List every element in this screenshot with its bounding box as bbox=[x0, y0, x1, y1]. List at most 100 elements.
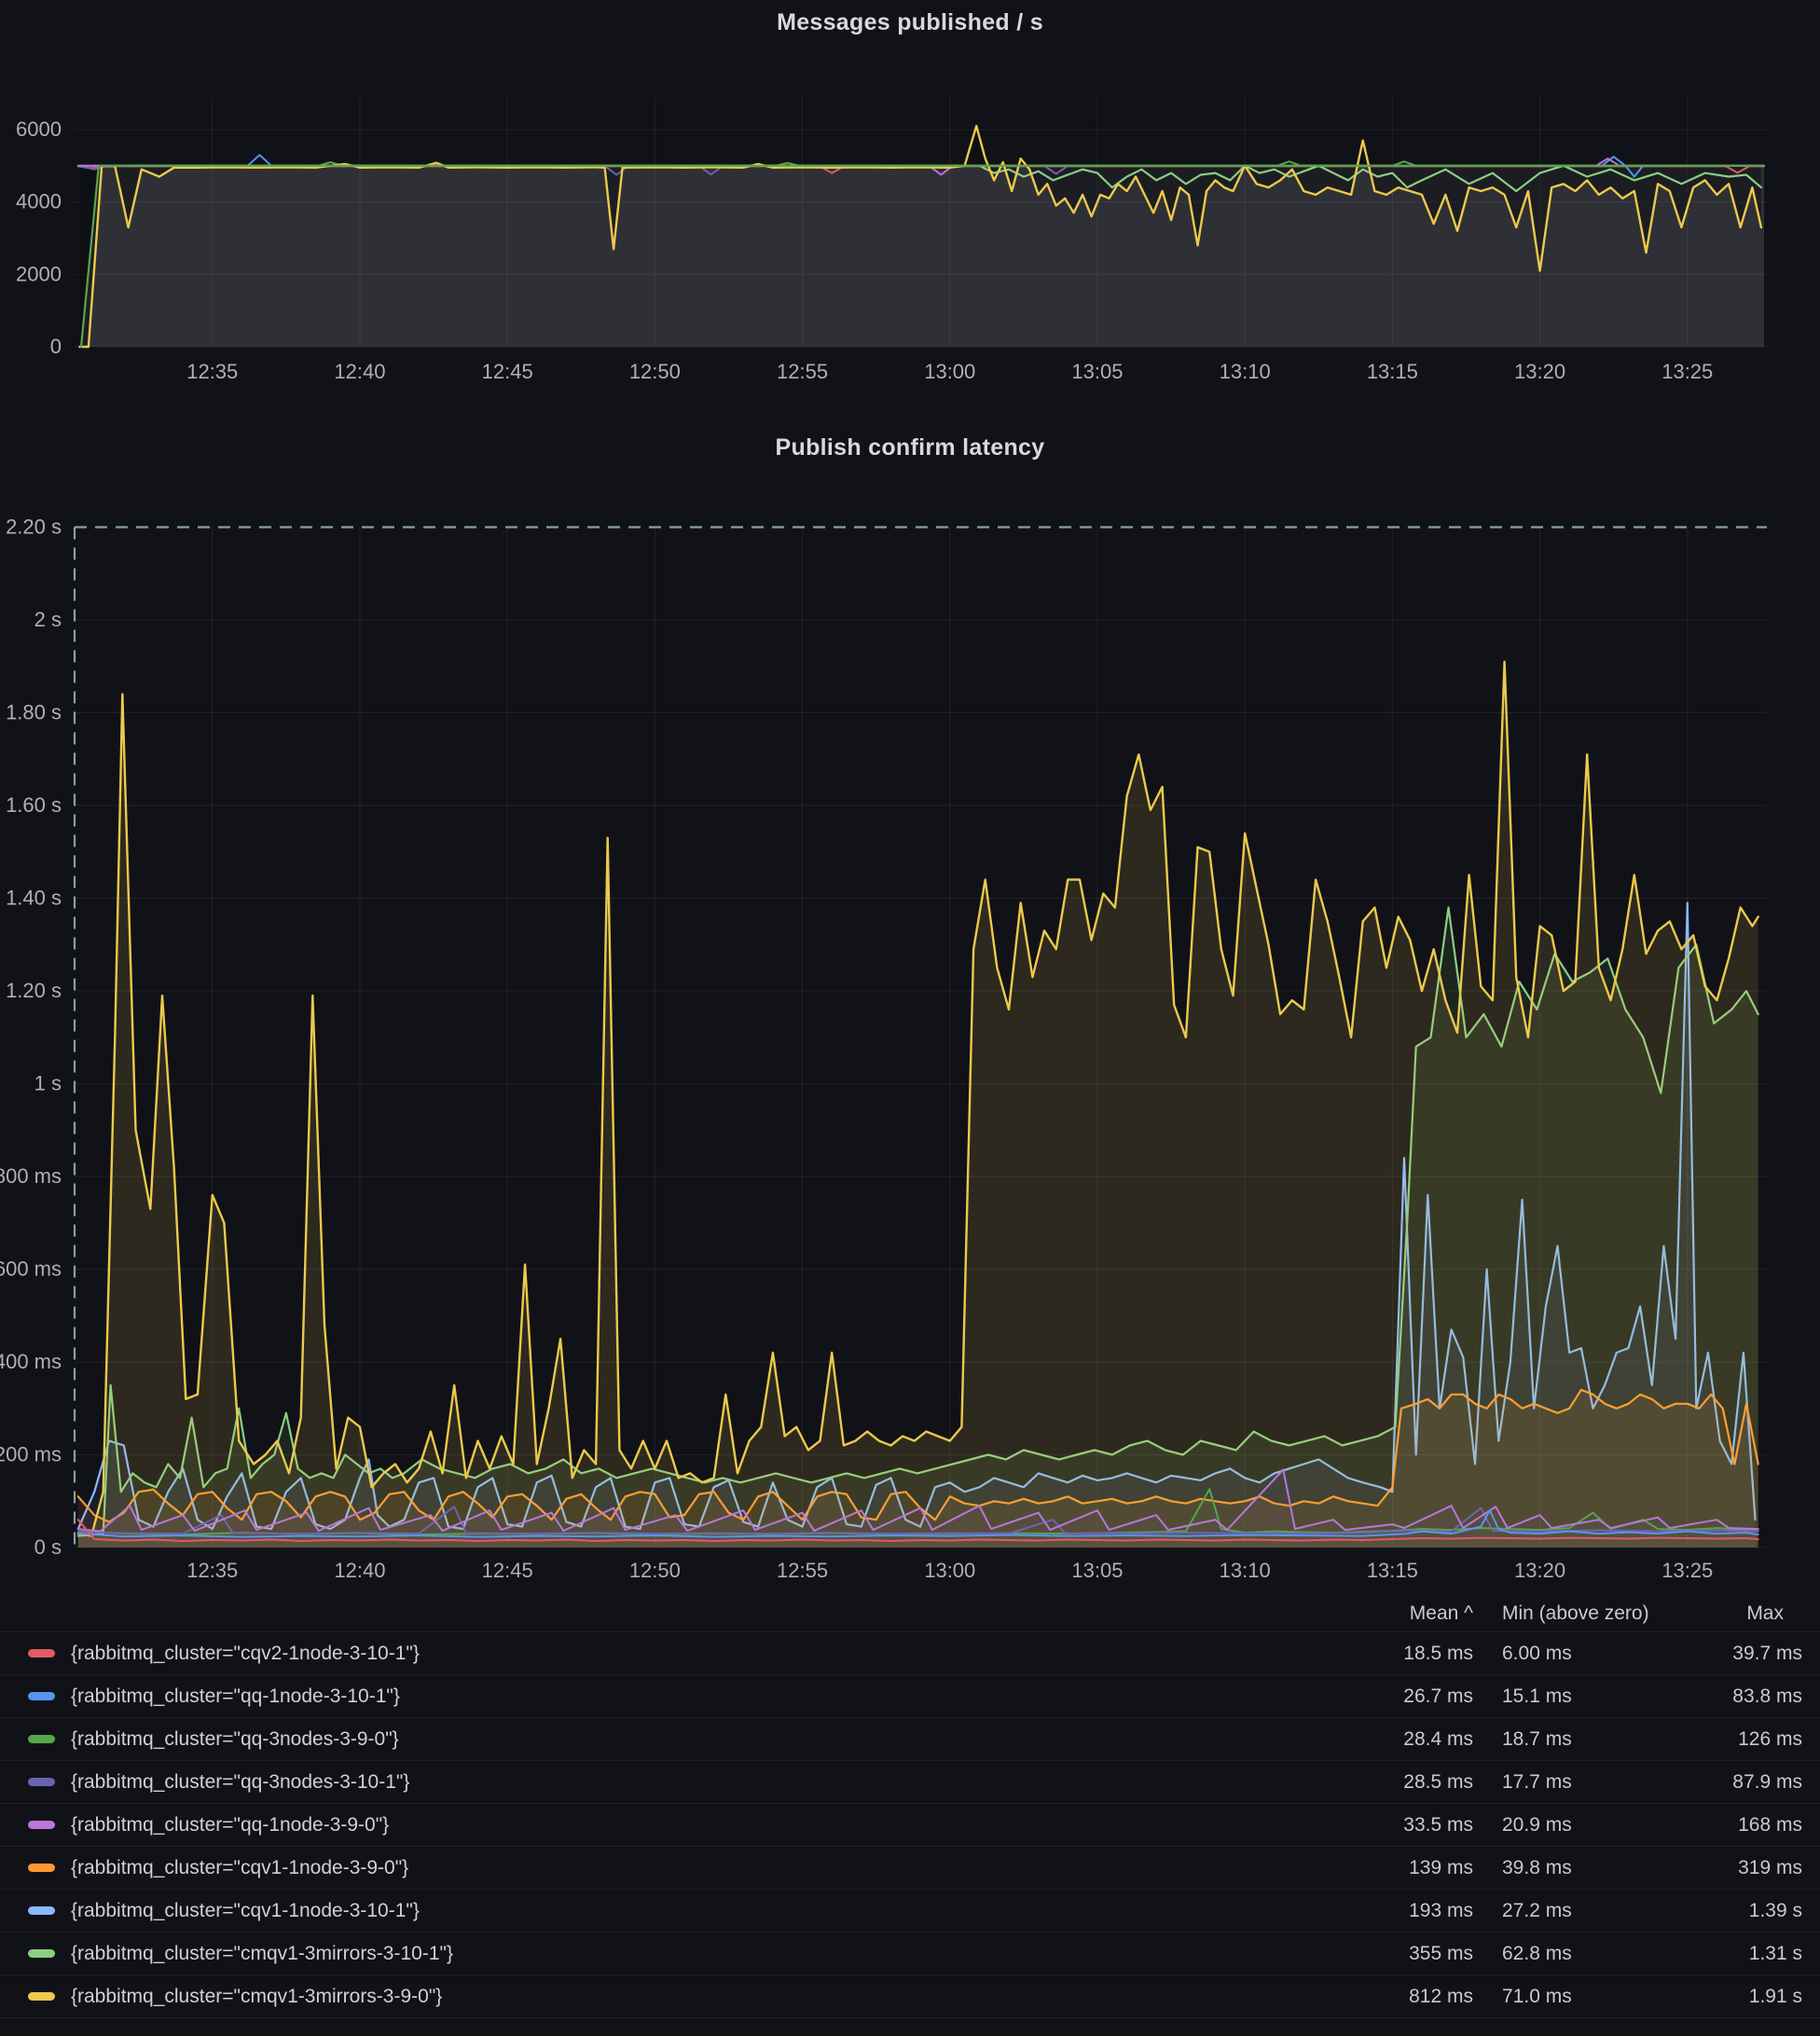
series-label: {rabbitmq_cluster="qq-1node-3-10-1"} bbox=[71, 1685, 400, 1707]
legend-series-toggle[interactable]: {rabbitmq_cluster="qq-1node-3-9-0"} bbox=[0, 1814, 1353, 1837]
x-axis-tick-label: 12:40 bbox=[334, 360, 385, 383]
legend-row: {rabbitmq_cluster="cmqv1-3mirrors-3-10-1… bbox=[0, 1932, 1820, 1974]
x-axis-tick-label: 13:05 bbox=[1071, 360, 1123, 383]
min-value: 17.7 ms bbox=[1502, 1770, 1572, 1793]
x-axis-tick-label: 12:45 bbox=[482, 360, 533, 383]
series-line-cmqv1-3mirrors-3-10-1 bbox=[76, 906, 1759, 1537]
series-color-swatch-icon[interactable] bbox=[28, 1692, 55, 1700]
max-value: 83.8 ms bbox=[1732, 1685, 1802, 1707]
min-value: 15.1 ms bbox=[1502, 1685, 1572, 1707]
min-value: 71.0 ms bbox=[1502, 1985, 1572, 2007]
legend-row: {rabbitmq_cluster="qq-3nodes-3-9-0"} 28.4… bbox=[0, 1717, 1820, 1760]
series-line-qq-3nodes-3-10-1 bbox=[76, 1506, 1759, 1535]
max-value: 1.39 s bbox=[1748, 1899, 1802, 1921]
series-line-qq-3nodes-3-9-0-top bbox=[79, 164, 1766, 349]
y-axis-tick-label: 6000 bbox=[16, 117, 62, 141]
y-axis-tick-label: 2 s bbox=[34, 608, 62, 631]
y-axis-tick-label: 0 s bbox=[34, 1535, 62, 1559]
legend-series-toggle[interactable]: {rabbitmq_cluster="cqv1-1node-3-9-0"} bbox=[0, 1857, 1353, 1879]
series-color-swatch-icon[interactable] bbox=[28, 1992, 55, 2001]
legend-header-max[interactable]: Max bbox=[1746, 1603, 1784, 1624]
legend-row: {rabbitmq_cluster="cmqv1-3mirrors-3-9-0"… bbox=[0, 1974, 1820, 2017]
x-axis-tick-label: 13:20 bbox=[1514, 1559, 1565, 1582]
legend-row: {rabbitmq_cluster="qq-3nodes-3-10-1"} 28.… bbox=[0, 1760, 1820, 1803]
legend-row: {rabbitmq_cluster="qq-1node-3-10-1"} 26.7… bbox=[0, 1674, 1820, 1717]
legend-series-toggle[interactable]: {rabbitmq_cluster="cmqv1-3mirrors-3-9-0"… bbox=[0, 1986, 1353, 2008]
mean-value: 33.5 ms bbox=[1403, 1813, 1473, 1836]
y-axis-tick-label: 600 ms bbox=[0, 1258, 62, 1281]
max-value: 1.91 s bbox=[1748, 1985, 1802, 2007]
y-axis-tick-label: 2000 bbox=[16, 262, 62, 285]
series-color-swatch-icon[interactable] bbox=[28, 1649, 55, 1658]
legend-series-toggle[interactable]: {rabbitmq_cluster="cqv2-1node-3-10-1"} bbox=[0, 1643, 1353, 1665]
legend-series-toggle[interactable]: {rabbitmq_cluster="cmqv1-3mirrors-3-10-1… bbox=[0, 1943, 1353, 1965]
series-color-swatch-icon[interactable] bbox=[28, 1864, 55, 1872]
series-fill-qq-1node-3-9-0 bbox=[77, 1469, 1758, 1548]
legend-row: {rabbitmq_cluster="cqv1-1node-3-9-0"} 139… bbox=[0, 1846, 1820, 1889]
x-axis-tick-label: 13:25 bbox=[1661, 1559, 1713, 1582]
messages-published-chart[interactable]: 12:35 12:40 12:45 12:50 12:55 13:00 13:05 13:10… bbox=[0, 0, 1820, 401]
series-label: {rabbitmq_cluster="qq-3nodes-3-9-0"} bbox=[71, 1727, 399, 1750]
series-color-swatch-icon[interactable] bbox=[28, 1906, 55, 1915]
legend-header-min[interactable]: Min (above zero) bbox=[1502, 1603, 1649, 1624]
legend-series-toggle[interactable]: {rabbitmq_cluster="qq-1node-3-10-1"} bbox=[0, 1685, 1353, 1708]
legend-series-toggle[interactable]: {rabbitmq_cluster="qq-3nodes-3-10-1"} bbox=[0, 1771, 1353, 1794]
x-axis-tick-label: 12:45 bbox=[482, 1559, 533, 1582]
x-axis-tick-label: 13:15 bbox=[1367, 1559, 1418, 1582]
y-axis-tick-label: 4000 bbox=[16, 190, 62, 213]
x-axis-tick-label: 13:00 bbox=[924, 1559, 975, 1582]
y-axis-tick-label: 200 ms bbox=[0, 1443, 62, 1466]
series-fill-cmqv1-3mirrors-3-9-0 bbox=[77, 661, 1758, 1548]
series-line-cqv2-1node-3-10-1 bbox=[76, 1519, 1759, 1542]
mean-value: 812 ms bbox=[1409, 1985, 1473, 2007]
x-axis-tick-label: 12:50 bbox=[629, 360, 681, 383]
series-color-swatch-icon[interactable] bbox=[28, 1735, 55, 1743]
y-axis-tick-label: 0 bbox=[50, 335, 62, 358]
x-axis-tick-label: 13:00 bbox=[924, 360, 975, 383]
legend-end-divider bbox=[0, 2017, 1820, 2018]
series-label: {rabbitmq_cluster="cqv1-1node-3-10-1"} bbox=[71, 1899, 420, 1921]
legend-series-toggle[interactable]: {rabbitmq_cluster="qq-3nodes-3-9-0"} bbox=[0, 1728, 1353, 1751]
y-axis-tick-label: 1.40 s bbox=[6, 887, 62, 910]
series-line-qq-1node-3-10-1 bbox=[76, 154, 1765, 178]
series-color-swatch-icon[interactable] bbox=[28, 1949, 55, 1958]
mean-value: 28.4 ms bbox=[1403, 1727, 1473, 1750]
series-line-qq-1node-3-9-0 bbox=[76, 1468, 1759, 1533]
y-axis-tick-label: 400 ms bbox=[0, 1350, 62, 1373]
series-fill-cqv1-1node-3-9-0 bbox=[77, 1389, 1758, 1548]
legend-series-toggle[interactable]: {rabbitmq_cluster="cqv1-1node-3-10-1"} bbox=[0, 1900, 1353, 1922]
mean-value: 139 ms bbox=[1409, 1856, 1473, 1878]
series-fill-cmqv1-3mirrors-3-10-1 bbox=[77, 907, 1758, 1548]
min-value: 27.2 ms bbox=[1502, 1899, 1572, 1921]
y-axis-tick-label: 1 s bbox=[34, 1072, 62, 1095]
max-value: 168 ms bbox=[1738, 1813, 1802, 1836]
series-label: {rabbitmq_cluster="cqv2-1node-3-10-1"} bbox=[71, 1642, 420, 1664]
series-fill-cqv1-1node-3-10-1 bbox=[77, 902, 1756, 1548]
legend-header-mean[interactable]: Mean ^ bbox=[1409, 1603, 1473, 1624]
max-value: 126 ms bbox=[1738, 1727, 1802, 1750]
x-axis-tick-label: 13:15 bbox=[1367, 360, 1418, 383]
x-axis-tick-label: 12:35 bbox=[186, 1559, 238, 1582]
legend-row: {rabbitmq_cluster="qq-1node-3-9-0"} 33.5 … bbox=[0, 1803, 1820, 1846]
x-axis-tick-label: 13:20 bbox=[1514, 360, 1565, 383]
y-axis-tick-label: 1.60 s bbox=[6, 793, 62, 817]
publish-confirm-latency-chart[interactable]: 12:35 12:40 12:45 12:50 12:55 13:00 13:05 13:10… bbox=[0, 401, 1820, 1599]
series-label: {rabbitmq_cluster="cmqv1-3mirrors-3-9-0"… bbox=[71, 1985, 443, 2007]
panel-title-publish-confirm-latency[interactable]: Publish confirm latency bbox=[775, 434, 1045, 461]
series-color-swatch-icon[interactable] bbox=[28, 1778, 55, 1786]
min-value: 18.7 ms bbox=[1502, 1727, 1572, 1750]
x-axis-tick-label: 13:25 bbox=[1661, 360, 1713, 383]
y-axis-tick-label: 800 ms bbox=[0, 1164, 62, 1188]
series-label: {rabbitmq_cluster="qq-3nodes-3-10-1"} bbox=[71, 1770, 410, 1793]
series-line-cmqv1-3mirrors-3-9-0 bbox=[78, 124, 1763, 349]
series-color-swatch-icon[interactable] bbox=[28, 1821, 55, 1829]
min-value: 39.8 ms bbox=[1502, 1856, 1572, 1878]
mean-value: 193 ms bbox=[1409, 1899, 1473, 1921]
series-fill-stacked-fill-base bbox=[81, 165, 1764, 347]
panel-title-messages-published[interactable]: Messages published / s bbox=[777, 9, 1043, 35]
series-line-cqv1-1node-3-9-0 bbox=[76, 1388, 1759, 1523]
series-line-cqv2-1node-3-10-1 bbox=[76, 165, 1765, 174]
series-line-cmqv1-3mirrors-3-10-1 bbox=[129, 164, 1763, 193]
min-value: 20.9 ms bbox=[1502, 1813, 1572, 1836]
